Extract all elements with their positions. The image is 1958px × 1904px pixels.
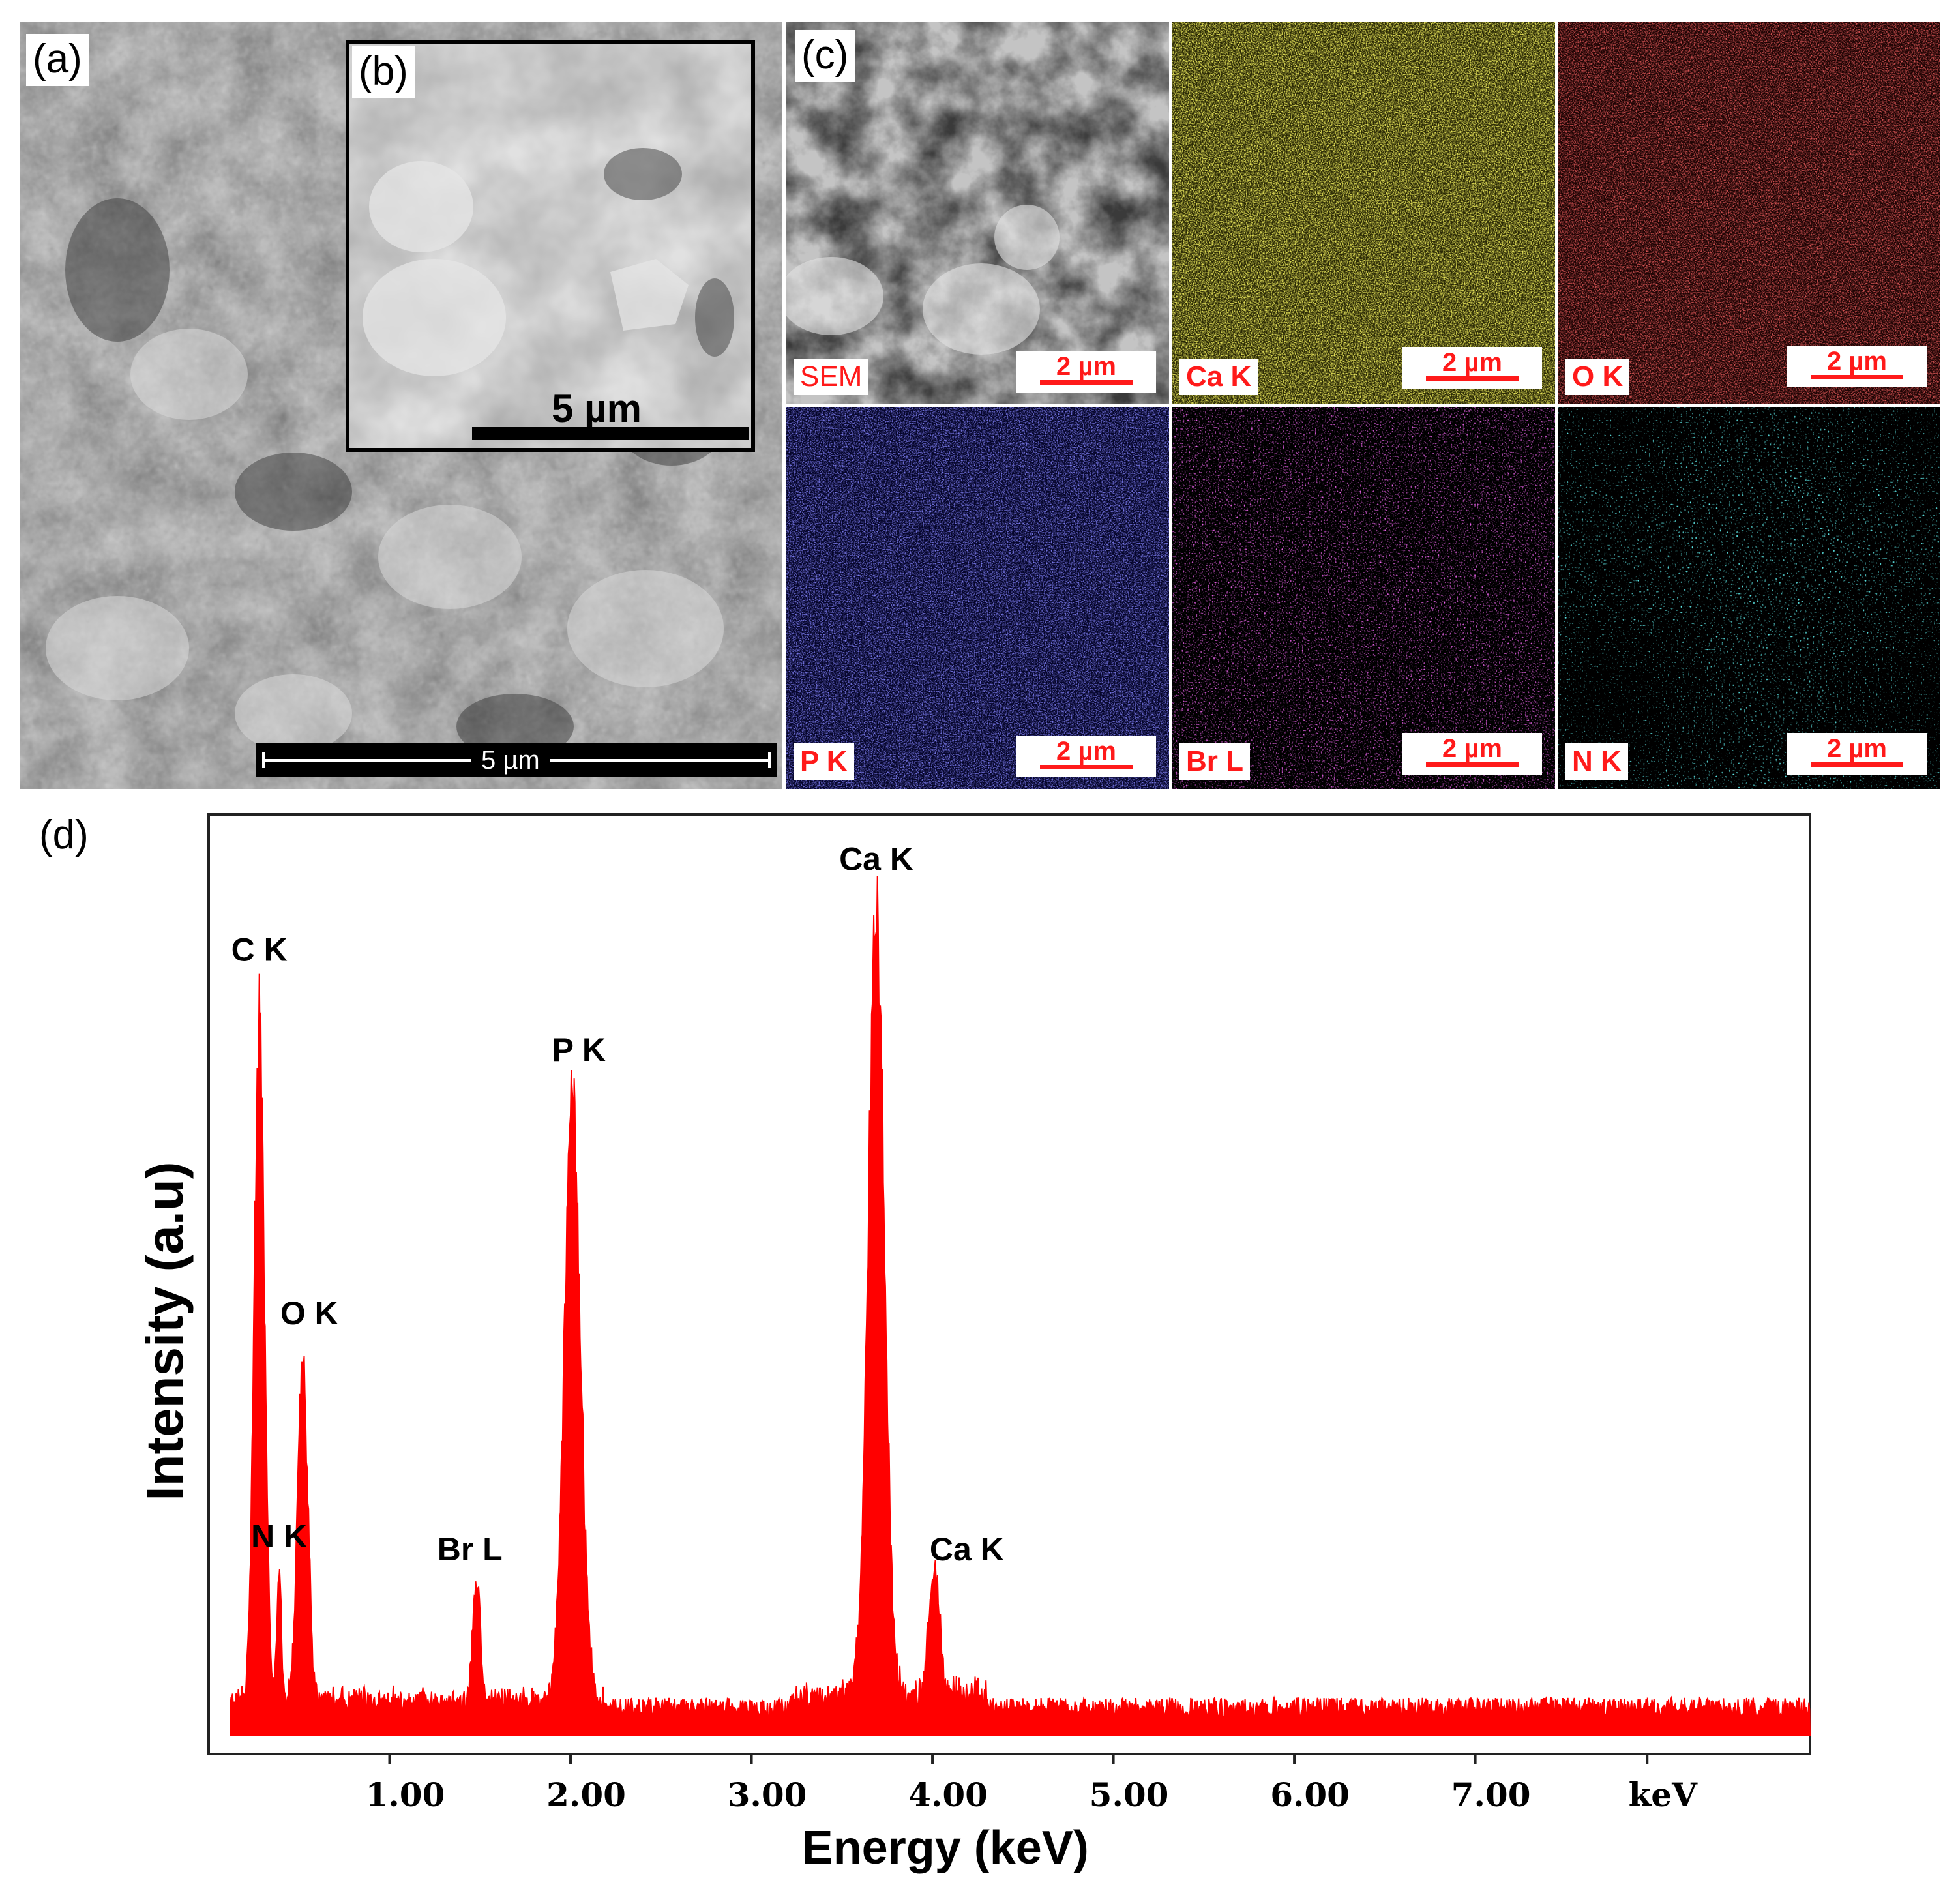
map-br-l-scale-text: 2 µm bbox=[1442, 734, 1502, 763]
x-ticks: 1.00 2.00 3.00 4.00 5.00 6.00 7.00 keV bbox=[366, 1754, 1698, 1814]
map-p-k-label: P K bbox=[794, 743, 854, 780]
peak-label: O K bbox=[280, 1295, 338, 1331]
map-n-k-texture bbox=[1558, 407, 1940, 789]
map-ca-k: Ca K 2 µm bbox=[1172, 22, 1555, 404]
map-sem: (c) SEM 2 µm bbox=[786, 22, 1169, 404]
x-tick-label: 7.00 bbox=[1451, 1776, 1531, 1814]
map-n-k-scale: 2 µm bbox=[1787, 733, 1927, 775]
x-tick-label: 1.00 bbox=[366, 1776, 445, 1814]
x-tick-label: keV bbox=[1629, 1776, 1698, 1814]
peak-labels: C K N K O K Br L P K Ca K Ca K bbox=[231, 840, 1004, 1568]
map-sem-scale: 2 µm bbox=[1016, 351, 1156, 393]
map-ca-k-scale: 2 µm bbox=[1402, 347, 1542, 389]
panel-a-label: (a) bbox=[26, 34, 89, 86]
map-ca-k-label: Ca K bbox=[1179, 358, 1258, 395]
plot-frame bbox=[207, 813, 1811, 1755]
panel-b-inset: (b) 5 µm bbox=[346, 40, 776, 452]
y-axis-label: Intensity (a.u) bbox=[136, 1162, 194, 1501]
x-tick-label: 4.00 bbox=[908, 1776, 988, 1814]
peak-label: Br L bbox=[438, 1531, 503, 1568]
x-tick-label: 2.00 bbox=[546, 1776, 626, 1814]
peak-label: N K bbox=[251, 1518, 307, 1554]
panel-d-eds-spectrum: (d) 1.00 2.00 3.00 4.00 5.00 6.00 7.00 keV C K N… bbox=[0, 792, 1958, 1901]
inset-scale-bar bbox=[472, 427, 749, 440]
peak-label: P K bbox=[552, 1032, 606, 1068]
map-p-k-scale-text: 2 µm bbox=[1056, 737, 1116, 766]
inset-sem-texture bbox=[349, 44, 751, 448]
map-o-k-texture bbox=[1558, 22, 1940, 404]
x-axis-label: Energy (keV) bbox=[802, 1822, 1089, 1874]
map-o-k-scale-text: 2 µm bbox=[1827, 347, 1887, 376]
map-o-k-label: O K bbox=[1565, 358, 1630, 395]
map-n-k-label: N K bbox=[1565, 743, 1628, 780]
map-o-k-scale: 2 µm bbox=[1787, 346, 1927, 387]
map-p-k-scale: 2 µm bbox=[1016, 736, 1156, 777]
peak-label: Ca K bbox=[930, 1531, 1004, 1568]
map-ca-k-texture bbox=[1172, 22, 1555, 404]
map-sem-texture bbox=[786, 22, 1169, 404]
panel-b-label: (b) bbox=[352, 46, 415, 98]
map-n-k: N K 2 µm bbox=[1558, 407, 1940, 789]
spectrum-chart: 1.00 2.00 3.00 4.00 5.00 6.00 7.00 keV C K N K O … bbox=[136, 813, 1811, 1874]
map-p-k-texture bbox=[786, 407, 1169, 789]
map-sem-scale-text: 2 µm bbox=[1056, 352, 1116, 381]
panel-c-eds-maps: (c) SEM 2 µm Ca K 2 µm bbox=[786, 22, 1940, 789]
x-tick-label: 6.00 bbox=[1270, 1776, 1350, 1814]
panel-a-sem-image: (a) bbox=[20, 22, 782, 789]
inset-scale-text: 5 µm bbox=[552, 387, 642, 430]
panel-a-scale-text: 5 µm bbox=[471, 746, 550, 775]
peak-label: Ca K bbox=[839, 840, 913, 877]
map-br-l-scale: 2 µm bbox=[1402, 733, 1542, 775]
map-br-l: Br L 2 µm bbox=[1172, 407, 1555, 789]
peak-label: C K bbox=[231, 932, 288, 968]
map-n-k-scale-text: 2 µm bbox=[1827, 734, 1887, 763]
panel-a-scale-bar: 5 µm bbox=[256, 743, 777, 777]
map-br-l-label: Br L bbox=[1179, 743, 1250, 780]
map-o-k: O K 2 µm bbox=[1558, 22, 1940, 404]
panel-d-label: (d) bbox=[39, 812, 89, 857]
spectrum-series-line bbox=[230, 876, 1811, 1736]
map-br-l-texture bbox=[1172, 407, 1555, 789]
x-tick-label: 5.00 bbox=[1090, 1776, 1169, 1814]
map-p-k: P K 2 µm bbox=[786, 407, 1169, 789]
x-tick-label: 3.00 bbox=[728, 1776, 807, 1814]
map-sem-label: SEM bbox=[794, 358, 869, 395]
panel-c-label: (c) bbox=[795, 30, 855, 82]
map-ca-k-scale-text: 2 µm bbox=[1442, 348, 1502, 377]
